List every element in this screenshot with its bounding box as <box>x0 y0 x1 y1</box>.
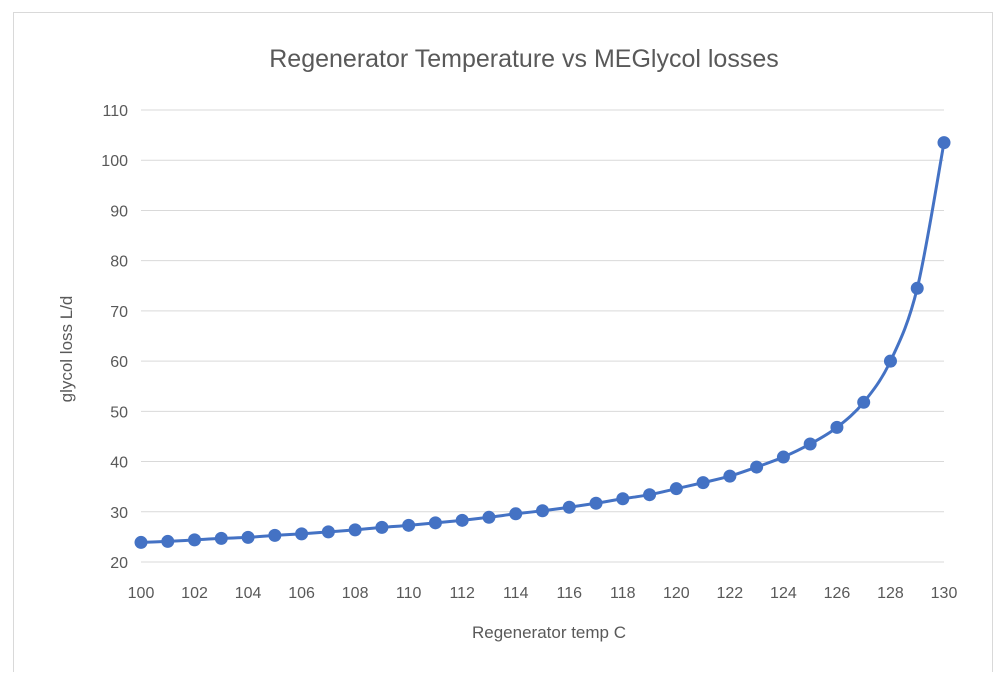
x-tick-label: 102 <box>181 585 208 602</box>
data-point <box>937 136 951 150</box>
x-tick-label: 122 <box>717 585 744 602</box>
data-point <box>803 437 817 451</box>
data-point <box>482 510 496 524</box>
y-tick-label: 20 <box>110 555 128 572</box>
data-point <box>910 281 924 295</box>
data-point <box>562 500 576 514</box>
data-point <box>402 518 416 532</box>
x-tick-label: 116 <box>557 585 583 602</box>
x-tick-label: 130 <box>931 585 958 602</box>
x-tick-label: 112 <box>449 585 475 602</box>
y-axis-label: glycol loss L/d <box>57 296 76 403</box>
y-tick-label: 60 <box>110 354 128 371</box>
x-tick-label: 104 <box>235 585 262 602</box>
data-point <box>616 492 630 506</box>
x-tick-label: 124 <box>770 585 797 602</box>
data-point <box>509 507 523 521</box>
y-tick-label: 30 <box>110 505 128 522</box>
data-point <box>589 496 603 510</box>
y-tick-label: 40 <box>110 455 128 472</box>
x-tick-label: 114 <box>503 585 529 602</box>
series-line <box>140 142 946 544</box>
y-tick-label: 70 <box>110 304 128 321</box>
x-tick-label: 110 <box>396 585 422 602</box>
x-tick-label: 120 <box>663 585 690 602</box>
data-point <box>134 535 148 549</box>
x-tick-label: 126 <box>824 585 851 602</box>
x-tick-label: 108 <box>342 585 369 602</box>
data-point <box>750 460 764 474</box>
chart-title: Regenerator Temperature vs MEGlycol loss… <box>269 45 778 73</box>
data-point <box>268 528 282 542</box>
data-point <box>669 482 683 496</box>
data-point <box>776 450 790 464</box>
data-point <box>295 527 309 541</box>
data-point <box>536 504 549 518</box>
y-tick-label: 50 <box>110 404 128 421</box>
data-point <box>696 476 710 490</box>
y-tick-label: 80 <box>110 254 128 271</box>
y-axis-ticks: 20 30 40 50 60 70 80 90 100 110 <box>101 103 128 572</box>
data-point <box>455 513 469 527</box>
data-point <box>643 488 657 502</box>
gridlines <box>141 109 944 563</box>
data-point <box>188 533 202 547</box>
data-point <box>723 469 737 483</box>
series-layer <box>134 136 951 549</box>
data-point <box>883 354 897 368</box>
y-tick-label: 110 <box>102 103 128 120</box>
data-point <box>214 531 228 545</box>
data-point <box>857 395 871 409</box>
x-axis-label: Regenerator temp C <box>472 623 626 642</box>
data-point <box>241 530 255 544</box>
chart-svg: Regenerator Temperature vs MEGlycol loss… <box>57 45 958 642</box>
x-axis-ticks: 100 102 104 106 108 110 112 114 116 118 120 122 124 1… <box>128 585 958 602</box>
data-point <box>321 525 335 539</box>
chart-frame: Regenerator Temperature vs MEGlycol loss… <box>13 12 993 672</box>
y-tick-label: 90 <box>110 203 128 220</box>
data-point <box>348 523 362 537</box>
data-point <box>428 516 442 530</box>
x-tick-label: 118 <box>610 585 636 602</box>
data-point <box>830 420 844 434</box>
data-point <box>375 520 389 534</box>
x-tick-label: 106 <box>288 585 315 602</box>
x-tick-label: 100 <box>128 585 155 602</box>
x-tick-label: 128 <box>877 585 904 602</box>
data-point <box>161 534 175 548</box>
y-tick-label: 100 <box>101 153 128 170</box>
